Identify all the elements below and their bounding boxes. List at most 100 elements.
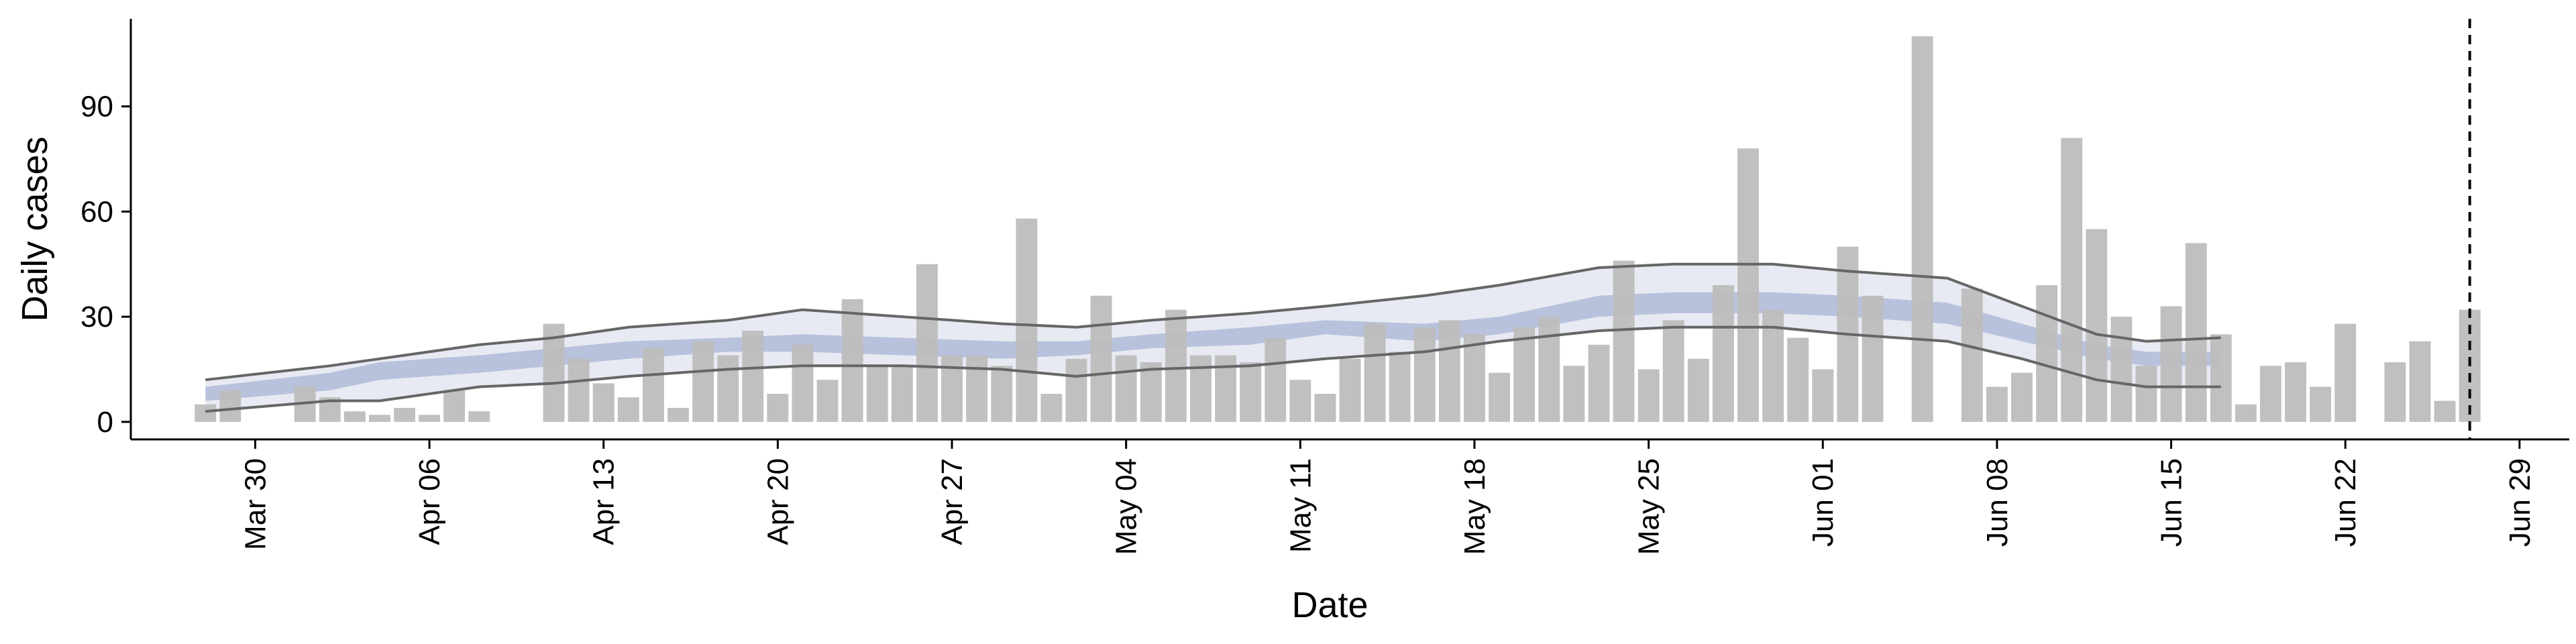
y-tick-label: 30 [80,301,113,333]
x-tick-label: May 04 [1110,458,1143,555]
bar [1513,327,1536,422]
bar [394,408,415,422]
x-tick-label: May 25 [1633,458,1666,555]
bar [1737,148,1759,422]
x-tick-label: May 11 [1284,458,1317,553]
bar [1090,295,1112,422]
x-tick-label: Apr 20 [761,458,794,545]
bar [543,323,565,422]
bar [1389,352,1411,422]
bar [643,348,664,422]
bar [343,411,366,422]
bar [1016,218,1038,422]
bar [1787,337,1809,422]
bar [1687,358,1709,422]
bar [2210,334,2232,422]
bar [742,331,764,422]
axes [129,19,2569,441]
bar [1289,380,1311,422]
bound-lines [205,262,2221,413]
bar [1712,285,1734,422]
bar [419,415,441,422]
x-ticks: Mar 30 Apr 06 Apr 13 Apr 20 Apr 27 May 04 May … [239,439,2536,555]
x-tick-label: May 18 [1458,458,1491,555]
bar [1489,372,1510,422]
y-tick-label: 60 [80,195,113,228]
bar [1115,355,1137,422]
bar [1364,323,1386,422]
bar [1464,334,1485,422]
bar [443,390,466,422]
bar [1538,317,1560,422]
bar [2235,404,2257,422]
lower-bound-line [205,325,2221,413]
bar [2384,362,2406,422]
x-tick-label: Jun 01 [1807,458,1839,547]
x-tick-label: Mar 30 [239,458,272,550]
bar [2185,243,2207,422]
bar [2036,285,2057,422]
bar [2285,362,2306,422]
bar [1339,358,1361,422]
x-tick-label: Jun 15 [2155,458,2188,547]
bar [1165,309,1187,422]
bar [667,408,689,422]
bar [2061,138,2083,422]
y-ticks: 0 30 60 90 [80,91,131,439]
bar [1140,362,1162,422]
bar [468,411,490,422]
bar [1986,386,2008,422]
bar [841,299,863,422]
inner-band [205,292,2221,401]
bar [1040,394,1063,422]
bar [1265,337,1287,422]
bar [767,394,789,422]
bar [2434,400,2456,422]
y-tick-label: 90 [80,91,113,123]
bar [991,366,1013,422]
x-tick-label: Apr 27 [936,458,969,545]
bar [692,341,714,422]
bar [891,366,913,422]
bar [1563,366,1585,422]
bar [2086,229,2108,422]
bar [1812,369,1834,422]
bar [369,415,390,422]
bar [568,358,590,422]
bar [941,355,963,422]
bar [617,397,639,422]
y-axis-title: Daily cases [15,136,55,321]
bar [1065,358,1087,422]
bar [219,390,241,422]
x-tick-label: Jun 22 [2329,458,2362,547]
bar [1911,36,1933,422]
bar [1240,362,1262,422]
bar [2160,306,2182,422]
bar [916,264,938,422]
bar [1862,295,1884,422]
bar [1613,260,1635,422]
bar [2259,366,2282,422]
y-tick-label: 0 [97,406,113,439]
bar [2310,386,2331,422]
bar [966,355,988,422]
x-tick-label: Apr 13 [588,458,621,545]
bar [2334,323,2357,422]
bar [816,380,839,422]
bar [195,404,217,422]
bar [1588,344,1610,422]
x-axis-title: Date [1291,585,1368,625]
bar [717,355,739,422]
bar [2409,341,2431,422]
x-tick-label: Jun 29 [2504,458,2536,547]
upper-bound-line [205,262,2221,382]
bar [1413,327,1436,422]
bar [1190,355,1212,422]
bar [1314,394,1336,422]
bar [792,344,814,422]
bar [592,383,614,422]
x-tick-label: Apr 06 [413,458,446,545]
bar [2135,366,2157,422]
